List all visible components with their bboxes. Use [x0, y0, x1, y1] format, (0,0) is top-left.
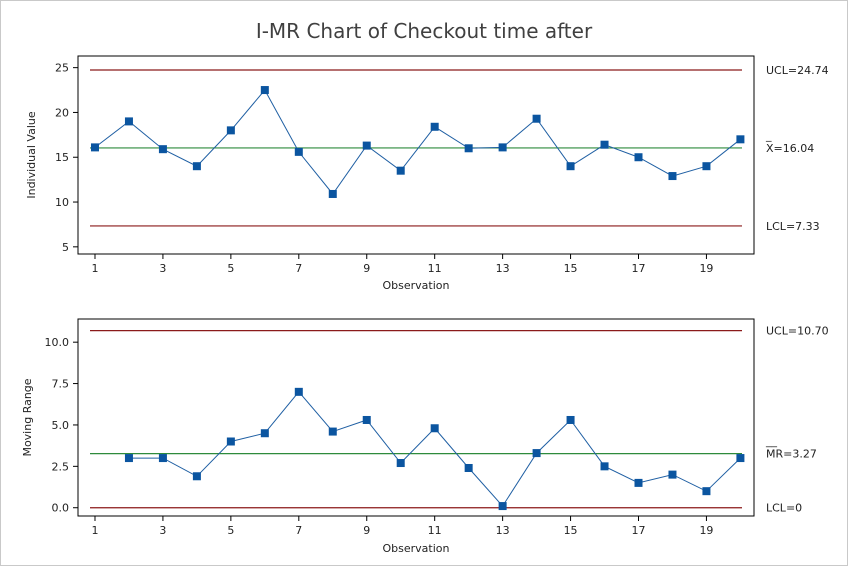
- x-tick-label: 19: [699, 524, 713, 537]
- x-tick-label: 5: [227, 524, 234, 537]
- x-tick-label: 3: [159, 524, 166, 537]
- center-bar-mark: __: [765, 435, 778, 448]
- data-point: [498, 143, 507, 152]
- y-tick-label: 25: [55, 62, 69, 75]
- x-tick-label: 17: [632, 524, 646, 537]
- x-tick-label: 11: [428, 262, 442, 275]
- x-tick-label: 17: [632, 262, 646, 275]
- ucl-label: UCL=10.70: [766, 325, 829, 338]
- data-point: [668, 470, 677, 479]
- x-tick-label: 15: [564, 524, 578, 537]
- x-tick-label: 1: [91, 262, 98, 275]
- data-point: [498, 502, 507, 511]
- series-line: [94, 89, 741, 195]
- data-point: [294, 147, 303, 156]
- data-point: [226, 126, 235, 135]
- plot-area: [77, 318, 755, 517]
- y-tick-label: 20: [55, 106, 69, 119]
- x-tick-label: 9: [363, 524, 370, 537]
- data-point: [430, 424, 439, 433]
- y-tick-label: 5: [62, 241, 69, 254]
- center-label: MR=3.27: [766, 448, 817, 461]
- data-point: [736, 454, 745, 463]
- series-line: [129, 391, 741, 507]
- data-point: [158, 145, 167, 154]
- x-tick-label: 11: [428, 524, 442, 537]
- y-tick-label: 10.0: [45, 336, 70, 349]
- x-tick-label: 3: [159, 262, 166, 275]
- individuals-panel: 1 3 5 7 9 11 13 15 17 19510152025ObservationIndiv…: [25, 55, 829, 292]
- x-tick-label: 9: [363, 262, 370, 275]
- y-axis-title: Moving Range: [21, 378, 34, 456]
- data-point: [362, 141, 371, 150]
- data-point: [90, 143, 99, 152]
- data-point: [294, 387, 303, 396]
- data-point: [736, 135, 745, 144]
- y-axis-title: Individual Value: [25, 111, 38, 199]
- data-point: [702, 487, 711, 496]
- data-point: [532, 114, 541, 123]
- ucl-label: UCL=24.74: [766, 64, 829, 77]
- y-tick-label: 2.5: [52, 460, 70, 473]
- plot-area: [77, 55, 755, 255]
- moving-range-panel: 1 3 5 7 9 11 13 15 17 190.02.55.07.510.0Observati…: [21, 318, 829, 555]
- data-point: [226, 437, 235, 446]
- data-point: [532, 449, 541, 458]
- center-bar-mark: _: [765, 129, 772, 142]
- data-point: [634, 478, 643, 487]
- lcl-label: LCL=7.33: [766, 220, 820, 233]
- data-point: [192, 162, 201, 171]
- data-point: [260, 86, 269, 95]
- data-point: [192, 472, 201, 481]
- x-tick-label: 13: [496, 262, 510, 275]
- data-point: [328, 189, 337, 198]
- x-tick-label: 7: [295, 262, 302, 275]
- data-point: [600, 462, 609, 471]
- data-point: [396, 459, 405, 468]
- x-axis-title: Observation: [383, 542, 450, 555]
- lcl-label: LCL=0: [766, 502, 802, 515]
- data-point: [124, 117, 133, 126]
- data-point: [158, 454, 167, 463]
- data-point: [124, 454, 133, 463]
- center-label: X=16.04: [766, 142, 814, 155]
- x-tick-label: 19: [699, 262, 713, 275]
- y-tick-label: 7.5: [52, 378, 70, 391]
- y-tick-label: 10: [55, 196, 69, 209]
- x-tick-label: 7: [295, 524, 302, 537]
- data-point: [260, 429, 269, 438]
- x-tick-label: 15: [564, 262, 578, 275]
- x-tick-label: 5: [227, 262, 234, 275]
- data-point: [702, 162, 711, 171]
- y-tick-label: 0.0: [52, 502, 70, 515]
- y-tick-label: 15: [55, 151, 69, 164]
- data-point: [634, 153, 643, 162]
- x-tick-label: 13: [496, 524, 510, 537]
- data-point: [396, 166, 405, 175]
- data-point: [566, 162, 575, 171]
- data-point: [668, 172, 677, 181]
- chart-title: I-MR Chart of Checkout time after: [256, 19, 593, 43]
- data-point: [430, 122, 439, 131]
- y-tick-label: 5.0: [52, 419, 70, 432]
- data-point: [328, 427, 337, 436]
- x-tick-label: 1: [91, 524, 98, 537]
- data-point: [464, 144, 473, 153]
- data-point: [566, 415, 575, 424]
- data-point: [600, 140, 609, 149]
- x-axis-title: Observation: [383, 279, 450, 292]
- data-point: [464, 463, 473, 472]
- data-point: [362, 415, 371, 424]
